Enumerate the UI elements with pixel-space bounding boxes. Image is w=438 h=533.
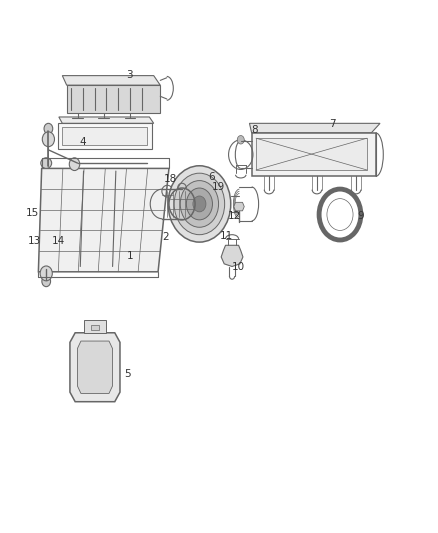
Circle shape (319, 189, 361, 240)
Polygon shape (62, 76, 160, 85)
FancyBboxPatch shape (84, 319, 106, 333)
Text: 11: 11 (220, 231, 233, 241)
Text: 15: 15 (26, 208, 39, 219)
Text: 1: 1 (127, 251, 133, 261)
Polygon shape (250, 123, 380, 133)
Text: 7: 7 (329, 119, 336, 130)
Text: 4: 4 (80, 137, 87, 147)
Text: 13: 13 (28, 236, 41, 246)
FancyBboxPatch shape (252, 133, 376, 176)
Text: 5: 5 (124, 369, 131, 378)
Text: 12: 12 (228, 211, 241, 221)
Polygon shape (234, 203, 244, 211)
Ellipse shape (41, 158, 52, 168)
FancyBboxPatch shape (256, 138, 367, 170)
Polygon shape (67, 85, 160, 113)
Text: 14: 14 (52, 236, 65, 246)
Polygon shape (59, 117, 154, 123)
Text: 9: 9 (357, 211, 364, 221)
Text: 18: 18 (164, 174, 177, 184)
Circle shape (174, 173, 225, 235)
Circle shape (186, 188, 212, 220)
FancyBboxPatch shape (62, 127, 147, 144)
Text: 19: 19 (212, 182, 225, 192)
Circle shape (40, 266, 52, 281)
Polygon shape (39, 168, 169, 272)
Text: 10: 10 (232, 262, 245, 271)
Circle shape (327, 199, 353, 230)
Polygon shape (78, 341, 113, 393)
Circle shape (69, 158, 80, 171)
Circle shape (237, 135, 244, 144)
Circle shape (42, 276, 50, 287)
Text: 2: 2 (162, 232, 169, 243)
Polygon shape (70, 333, 120, 402)
Polygon shape (221, 245, 243, 266)
Text: 8: 8 (251, 125, 258, 135)
Circle shape (44, 123, 53, 134)
Text: 3: 3 (127, 70, 133, 79)
Circle shape (193, 196, 206, 212)
FancyBboxPatch shape (58, 123, 152, 149)
Circle shape (168, 166, 231, 242)
Circle shape (42, 132, 54, 147)
Text: 6: 6 (208, 172, 215, 182)
FancyBboxPatch shape (91, 325, 99, 330)
Circle shape (180, 181, 219, 227)
